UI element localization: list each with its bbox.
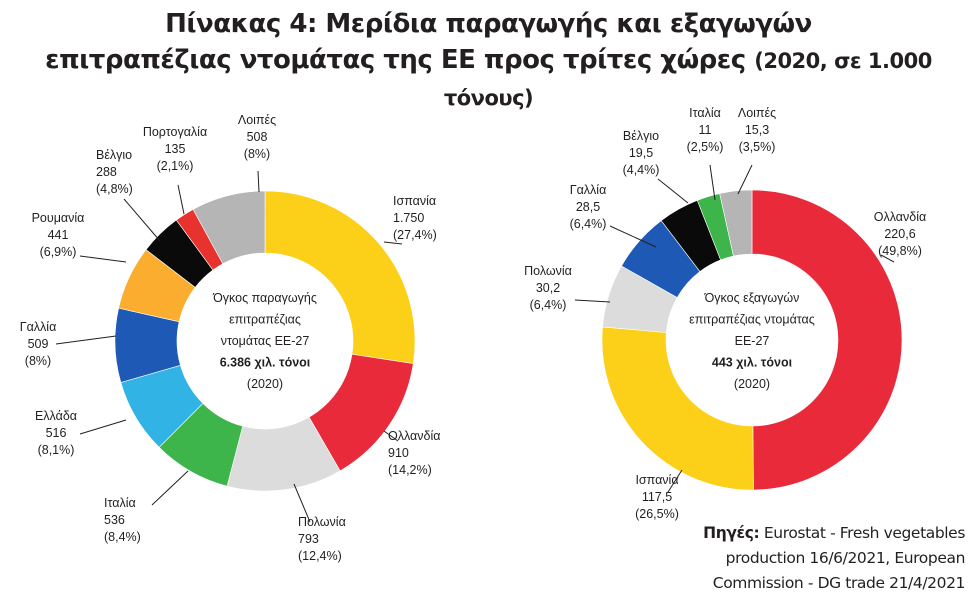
source-label: Πηγές: [703,524,760,542]
donut-chart-2: Ολλανδία 220,6 (49,8%) Ισπανία 117,5 (26,5%) Π… [524,106,926,521]
leader-line [657,178,689,204]
slice-label: Γαλλία 28,5 (6,4%) [570,183,607,231]
leader-line [574,299,611,303]
slice-label: Ολλανδία 910 (14,2%) [388,429,440,477]
slice-label: Ιταλία 536 (8,4%) [104,496,141,544]
slice-label: Ιταλία 11 (2,5%) [687,106,724,154]
title-line-2-sub: (2020, σε 1.000 τόνους) [443,49,933,110]
leader-line [609,225,657,248]
chart-title: Πίνακας 4: Μερίδια παραγωγής και εξαγωγώ… [0,6,977,116]
donut-chart-1: Ισπανία 1.750 (27,4%) Ολλανδία 910 (14,2%) Πολ… [20,113,441,563]
slice-label: Πορτογαλία 135 (2,1%) [143,125,207,173]
leader-line [293,483,311,523]
leader-line [667,469,683,493]
leader-line [383,430,399,442]
slice-label: Ολλανδία 220,6 (49,8%) [874,210,926,258]
slice-label: Λοιπές 508 (8%) [238,113,276,161]
title-line-2: επιτραπέζιας ντομάτας της ΕΕ προς τρίτες… [0,42,977,116]
leader-line [151,470,189,506]
leader-line [383,241,403,245]
source-text: Eurostat - Fresh vegetables production 1… [712,524,966,592]
center-label: Όγκος παραγωγής επιτραπέζιας ντομάτας ΕΕ-2… [212,291,317,391]
slice-label: Ισπανία 117,5 (26,5%) [635,473,679,521]
slice-label: Γαλλία 509 (8%) [20,320,57,368]
leader-line [79,255,127,263]
slice-1 [264,190,416,364]
slice-label: Ρουμανία 441 (6,9%) [32,211,85,259]
slice-1 [751,189,903,491]
leader-line [177,184,185,215]
title-line-1: Πίνακας 4: Μερίδια παραγωγής και εξαγωγώ… [165,9,812,39]
slice-2 [601,326,754,491]
title-line-2-main: επιτραπέζιας ντομάτας της ΕΕ προς τρίτες… [45,45,746,75]
leader-line [709,164,716,201]
source-note: Πηγές: Eurostat - Fresh vegetables produ… [695,521,965,596]
center-label: Όγκος εξαγωγών επιτραπέζιας ντομάτας ΕΕ-27… [689,291,815,391]
slice-10 [192,190,266,265]
slice-label: Ελλάδα 516 (8,1%) [35,409,77,457]
slice-7 [719,189,753,257]
leader-line [880,254,895,263]
slice-label: Ισπανία 1.750 (27,4%) [393,194,437,242]
slice-label: Πολωνία 30,2 (6,4%) [524,264,572,312]
leader-line [55,335,117,345]
slice-label: Πολωνία 793 (12,4%) [298,515,346,563]
leader-line [79,419,127,435]
leader-line [257,170,260,193]
leader-line [737,164,753,195]
slice-label: Βέλγιο 19,5 (4,4%) [623,129,660,177]
leader-line [123,198,161,242]
slice-label: Λοιπές 15,3 (3,5%) [738,106,776,154]
slice-label: Βέλγιο 288 (4,8%) [96,148,133,196]
